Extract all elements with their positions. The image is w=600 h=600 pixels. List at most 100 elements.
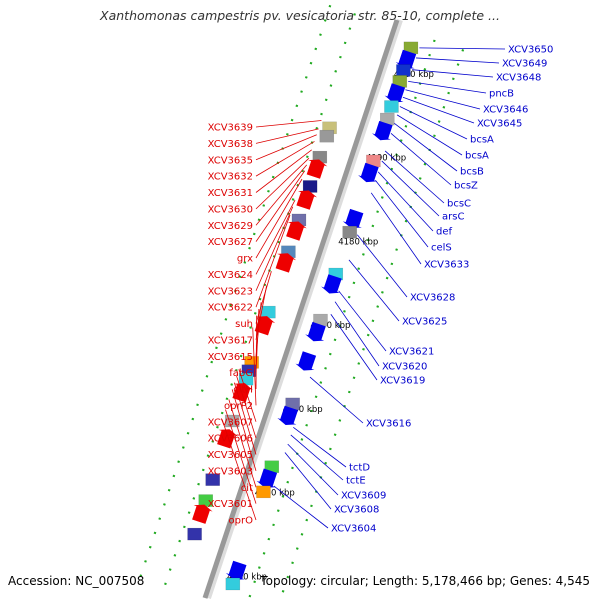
- forward-label-connector: [238, 369, 257, 422]
- forward-gene-label: XCV3632: [208, 172, 253, 183]
- forward-gene-label: XCV3630: [208, 204, 253, 215]
- forward-gene-arrow-15: [232, 383, 253, 403]
- forward-label-connector: [231, 389, 257, 471]
- reverse-label-connector: [293, 427, 347, 468]
- reverse-gene-label: XCV3646: [483, 105, 528, 116]
- reverse-label-connector: [405, 89, 481, 110]
- reverse-label-connector: [290, 434, 344, 481]
- forward-label-connector: [255, 157, 310, 210]
- reverse-gene-label: tctE: [346, 476, 366, 487]
- reverse-gene-label: XCV3608: [334, 505, 379, 516]
- scale-tick-label: 4170 kbp: [310, 321, 350, 331]
- forward-gene-arrow-7: [286, 221, 307, 241]
- axis-shadow: [205, 19, 403, 599]
- reverse-gene-arrow-1: [395, 49, 417, 69]
- forward-gene-label: XCV3605: [208, 450, 253, 461]
- genome-title: Xanthomonas campestris pv. vesicatoria s…: [100, 8, 500, 23]
- reverse-gene-block-5: [384, 100, 399, 113]
- reverse-label-connector: [419, 47, 506, 50]
- reverse-gene-label: XCV3620: [382, 362, 427, 373]
- forward-gene-block-16: [224, 414, 240, 428]
- forward-gene-label: XCV3615: [208, 352, 253, 363]
- forward-gene-label: XCV3607: [208, 417, 253, 428]
- reverse-label-connector: [348, 259, 400, 322]
- reverse-gene-label: tctD: [349, 463, 370, 474]
- forward-gene-arrow-5: [296, 190, 317, 210]
- reverse-label-connector: [402, 96, 475, 124]
- reverse-gene-block-21: [256, 485, 271, 499]
- forward-gene-block-10: [261, 305, 276, 319]
- forward-gene-block-21: [187, 527, 202, 541]
- reverse-gene-arrow-16: [295, 351, 317, 371]
- scale-tick-label: 4150 kbp: [255, 489, 295, 499]
- reverse-gene-label: XCV3625: [402, 317, 447, 328]
- reverse-label-connector: [394, 122, 458, 172]
- forward-label-connector: [228, 399, 257, 488]
- forward-label-connector: [255, 164, 308, 226]
- forward-label-connector: [255, 178, 303, 259]
- genome-axis: [202, 19, 400, 599]
- reverse-label-connector: [396, 114, 463, 156]
- reverse-label-connector: [399, 106, 468, 140]
- forward-gene-arrow-9: [275, 253, 297, 273]
- forward-gene-label: oprO: [229, 516, 254, 527]
- forward-label-connector: [233, 382, 257, 455]
- scale-tick-label: 4160 kbp: [283, 405, 323, 415]
- reverse-gene-label: pncB: [489, 89, 514, 100]
- reverse-gene-block-23: [225, 577, 241, 591]
- forward-gene-label: citH: [233, 385, 253, 396]
- scale-tick-label: 4190 kbp: [366, 154, 406, 164]
- forward-gene-arrow-20: [192, 504, 213, 524]
- reverse-gene-arrow-22: [225, 560, 247, 580]
- reverse-gene-label: bcsZ: [454, 181, 478, 192]
- reverse-gene-label: bcsC: [447, 199, 471, 210]
- reverse-label-connector: [284, 452, 332, 510]
- forward-gene-label: XCV3606: [208, 434, 253, 445]
- forward-label-connector: [255, 199, 296, 275]
- reverse-label-connector: [375, 179, 429, 248]
- forward-label-connector: [255, 214, 291, 308]
- reverse-label-connector: [415, 57, 500, 64]
- forward-gene-label: oprP2: [224, 401, 253, 412]
- forward-gene-label: XCV3629: [208, 221, 253, 232]
- forward-gene-label: XCV3631: [208, 188, 253, 199]
- reverse-label-connector: [334, 301, 380, 367]
- scale-tick-label: 4200 kbp: [394, 70, 434, 80]
- forward-gene-label: XCV3635: [208, 155, 253, 166]
- reverse-gene-label: XCV3619: [380, 376, 425, 387]
- forward-label-connector: [255, 206, 294, 291]
- reverse-gene-arrow-7: [372, 120, 393, 141]
- reverse-gene-label: bcsA: [470, 135, 494, 146]
- reverse-gene-label: XCV3621: [389, 347, 434, 358]
- reverse-label-connector: [273, 485, 329, 529]
- reverse-gene-label: XCV3649: [502, 59, 547, 70]
- reverse-label-connector: [370, 192, 422, 265]
- reverse-gene-arrow-15: [305, 321, 326, 342]
- forward-gene-label: XCV3603: [208, 466, 253, 477]
- reverse-gene-block-11: [342, 225, 357, 239]
- reverse-label-connector: [356, 234, 408, 298]
- reverse-gene-block-2: [396, 64, 411, 77]
- forward-gene-label: XCV3639: [208, 123, 253, 134]
- forward-gene-label: XCV3601: [208, 499, 253, 510]
- forward-label-connector: [255, 141, 315, 177]
- forward-gene-block-18: [205, 473, 220, 486]
- forward-gene-block-4: [302, 180, 318, 193]
- forward-gene-label: XCV3627: [208, 237, 253, 248]
- scale-tick-label: 4180 kbp: [338, 237, 378, 247]
- reverse-label-connector: [287, 443, 339, 496]
- reverse-gene-label: XCV3628: [410, 293, 455, 304]
- scale-tick-label: 4140 kbp: [227, 572, 267, 582]
- reverse-gene-label: bcsB: [460, 167, 484, 178]
- reverse-gene-label: XCV3609: [341, 491, 386, 502]
- reverse-gene-label: arsC: [442, 212, 464, 223]
- reverse-gene-label: XCV3645: [477, 119, 522, 130]
- forward-label-connector: [225, 409, 257, 504]
- reverse-label-connector: [408, 80, 487, 94]
- forward-label-connector: [255, 128, 319, 144]
- reverse-gene-arrow-18: [277, 405, 298, 425]
- reverse-gene-label: XCV3616: [366, 419, 411, 430]
- forward-gene-label: fabG: [229, 368, 253, 379]
- genome-summary-text: Topology: circular; Length: 5,178,466 bp…: [260, 574, 590, 588]
